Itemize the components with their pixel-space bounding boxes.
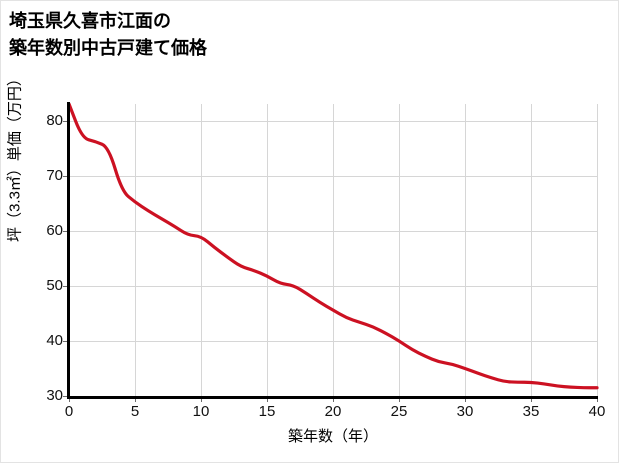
tick-x-25 [399,397,400,402]
y-tick-label-50: 50 [46,276,63,294]
y-tick-label-80: 80 [46,111,63,129]
tick-x-20 [333,397,334,402]
gridline-x-35 [531,104,532,396]
x-tick-label-0: 0 [64,403,74,420]
tick-y-30 [63,396,68,397]
tick-y-80 [63,120,68,122]
x-axis-label: 築年数（年） [287,428,378,445]
tick-x-5 [135,397,136,402]
x-tick-label-5: 5 [130,403,140,420]
gridline-x-20 [333,104,334,396]
tick-x-35 [531,397,532,402]
y-tick-label-70: 70 [46,166,63,184]
y-tick-label-40: 40 [46,331,63,349]
price-line-series [67,102,599,390]
tick-x-0 [69,397,70,402]
tick-x-40 [597,397,598,402]
tick-y-60 [63,230,68,232]
x-tick-label-40: 40 [588,403,606,420]
plot-area: 30 40 50 60 70 80 0 5 10 15 20 25 30 35 40 [46,102,605,419]
tick-x-10 [201,397,202,402]
y-axis-spine [67,102,70,398]
y-tick-label-30: 30 [46,387,63,404]
tick-x-30 [465,397,466,402]
x-tick-label-30: 30 [456,403,474,420]
gridline-x-30 [465,104,466,396]
y-tick-label-60: 60 [46,221,63,239]
gridline-x-10 [201,104,202,396]
gridline-x-15 [267,104,268,396]
x-axis-spine [67,396,598,399]
x-tick-label-35: 35 [522,403,540,420]
tick-y-70 [63,175,68,177]
gridline-x-40 [597,104,598,396]
x-tick-label-25: 25 [390,403,408,420]
gridline-x-5 [135,104,136,396]
x-tick-label-20: 20 [324,403,342,420]
y-axis-label: 坪（3.3㎡）単価（万円） [6,71,24,242]
x-tick-label-15: 15 [258,403,276,420]
chart-title: 埼玉県久喜市江面の 築年数別中古戸建て価格 [9,11,207,58]
gridline-x-25 [399,104,400,396]
x-tick-label-10: 10 [192,403,210,420]
tick-y-40 [63,340,68,342]
tick-x-15 [267,397,268,402]
tick-y-50 [63,285,68,287]
price-line-path [67,102,599,390]
